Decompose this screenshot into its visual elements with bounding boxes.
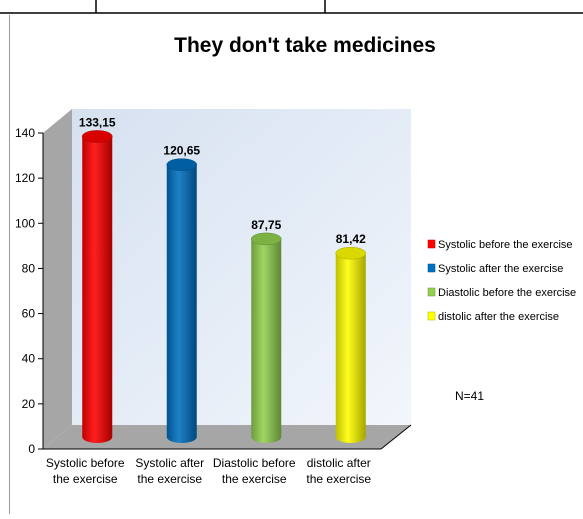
legend-swatch-4 [427, 311, 436, 321]
bar-4-body [335, 253, 366, 443]
legend-label-4: distolic after the exercise [438, 311, 559, 323]
bar-2-body [166, 164, 197, 443]
data-label-2: 120,65 [163, 144, 200, 158]
x-tick-label-2: Systolic after the exercise [135, 456, 204, 486]
data-label-3: 87,75 [251, 218, 281, 232]
bar-chart: They don't take medicines 0 20 40 60 80 100 12… [9, 15, 576, 514]
legend-swatch-2 [427, 263, 436, 273]
y-tick-label: 140 [15, 126, 35, 140]
y-tick-label: 20 [22, 397, 36, 411]
bar-1-body [82, 136, 113, 443]
data-label-1: 133,15 [79, 115, 116, 129]
x-tick-label-4: distolic after the exercise [306, 456, 371, 486]
y-tick-label: 80 [22, 261, 36, 275]
y-tick-label: 120 [15, 171, 35, 185]
chart-title: They don't take medicines [174, 34, 436, 57]
legend-swatch-1 [427, 239, 436, 249]
y-tick-label: 100 [15, 216, 35, 230]
bar-2-top [166, 158, 197, 171]
bar-3-body [251, 238, 282, 443]
y-tick-label: 0 [28, 442, 35, 456]
sample-size-annotation: N=41 [455, 389, 484, 403]
x-tick-label-3: Diastolic before the exercise [213, 456, 296, 486]
bar-4-top [335, 246, 366, 260]
chart-back-wall [72, 109, 411, 425]
chart-floor [43, 425, 411, 449]
x-tick-label-1: Systolic before the exercise [46, 456, 125, 486]
chart-frame: They don't take medicines 0 20 40 60 80 100 12… [9, 15, 583, 514]
legend-label-1: Systolic before the exercise [438, 239, 573, 251]
legend-label-2: Systolic after the exercise [438, 263, 563, 275]
table-border [0, 0, 583, 14]
y-tick-label: 40 [22, 352, 36, 366]
bar-1-top [82, 130, 113, 143]
y-tick-label: 60 [22, 307, 36, 321]
chart-side-wall [43, 109, 72, 449]
legend-swatch-3 [427, 287, 436, 297]
data-label-4: 81,42 [336, 232, 366, 246]
legend-label-3: Diastolic before the exercise [438, 287, 576, 299]
bar-3-top [251, 232, 282, 246]
x-axis-depth-line [380, 424, 412, 450]
